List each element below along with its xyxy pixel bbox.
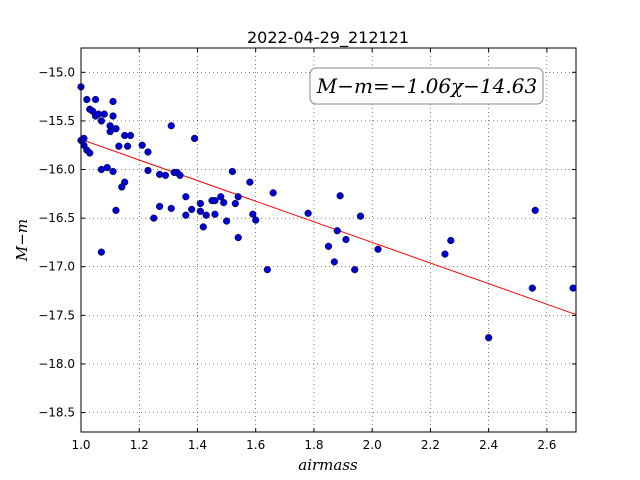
x-tick-label: 1.0: [71, 438, 90, 452]
y-tick-label: −17.0: [38, 260, 75, 274]
data-point: [167, 204, 175, 213]
data-point: [167, 122, 175, 130]
equation-text: M−m=−1.06χ−14.63: [316, 74, 537, 98]
data-point: [485, 334, 493, 342]
chart-title: 2022-04-29_212121: [247, 28, 409, 48]
data-point: [115, 142, 123, 150]
data-point: [80, 134, 88, 143]
data-point: [528, 284, 536, 292]
data-point: [138, 141, 146, 149]
x-tick-label: 2.2: [421, 438, 440, 452]
data-point: [220, 198, 228, 207]
data-point: [304, 209, 312, 217]
data-point: [190, 134, 199, 143]
plot-area: 1.0 1.2 1.4 1.6 1.8 2.0 2.2 2.4 2.6 −15.0 −15.5 −16…: [38, 47, 577, 452]
data-point: [356, 212, 365, 220]
x-tick-label: 1.4: [188, 438, 207, 452]
data-point: [97, 248, 105, 256]
data-point: [100, 110, 108, 118]
data-point: [234, 233, 242, 242]
data-point: [324, 242, 333, 250]
data-point: [222, 217, 231, 225]
y-tick-label: −17.5: [38, 308, 75, 322]
data-point: [144, 166, 152, 175]
fit-line: [80, 138, 577, 316]
data-point: [112, 125, 120, 133]
y-tick-label: −16.5: [38, 211, 75, 225]
data-point: [86, 149, 94, 157]
y-tick-label: −15.5: [38, 114, 75, 128]
plot-frame: [80, 47, 577, 433]
data-point: [196, 207, 204, 215]
data-point: [123, 142, 132, 150]
y-axis-label: M−m: [13, 219, 31, 262]
data-point: [199, 223, 207, 231]
data-point: [336, 192, 344, 200]
data-point: [112, 206, 120, 214]
data-point: [531, 206, 539, 214]
data-point: [188, 205, 196, 213]
data-point: [269, 189, 277, 197]
data-point: [234, 193, 242, 201]
data-point: [109, 97, 117, 106]
data-point: [150, 214, 158, 222]
data-point: [196, 199, 204, 208]
data-point: [176, 171, 184, 179]
data-point: [246, 178, 254, 186]
data-point: [217, 193, 225, 201]
data-point: [126, 131, 135, 140]
x-axis-label: airmass: [298, 456, 358, 474]
x-tick-label: 2.4: [479, 438, 498, 452]
data-point: [91, 95, 100, 104]
y-tick-label: −18.5: [38, 406, 75, 420]
y-tick-label: −15.0: [38, 65, 75, 79]
x-tick-label: 1.8: [304, 438, 323, 452]
data-point: [263, 266, 271, 274]
data-point: [441, 250, 449, 258]
data-point: [144, 148, 152, 156]
data-point: [121, 178, 129, 186]
data-point: [161, 171, 170, 179]
data-point: [156, 202, 164, 211]
data-point: [103, 163, 111, 172]
data-point: [569, 284, 577, 292]
data-point: [333, 227, 341, 235]
data-point: [106, 128, 114, 136]
data-point: [374, 245, 382, 253]
data-point: [330, 258, 338, 266]
data-point: [202, 211, 210, 219]
data-point: [228, 167, 237, 176]
data-point: [109, 112, 117, 120]
data-point: [252, 216, 260, 224]
data-point: [109, 167, 117, 176]
data-point: [351, 266, 359, 274]
equation-annotation: M−m=−1.06χ−14.63: [309, 67, 544, 105]
x-tick-label: 2.0: [363, 438, 382, 452]
data-point: [182, 211, 190, 219]
equation-box: [309, 67, 544, 105]
x-tick-label: 1.6: [246, 438, 265, 452]
x-tick-label: 2.6: [537, 438, 556, 452]
data-point: [342, 235, 350, 244]
data-point: [83, 95, 91, 104]
data-point: [182, 193, 190, 201]
y-tick-label: −18.0: [38, 357, 75, 371]
data-point: [211, 210, 219, 218]
x-tick-label: 1.2: [130, 438, 149, 452]
data-point: [447, 236, 455, 245]
data-point: [249, 210, 257, 218]
y-tick-label: −16.0: [38, 163, 75, 177]
data-point: [231, 199, 239, 208]
data-point: [97, 117, 105, 125]
data-point: [211, 197, 219, 205]
